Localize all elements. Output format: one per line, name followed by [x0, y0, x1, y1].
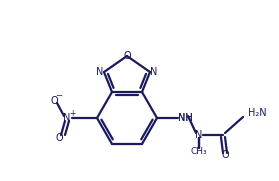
Text: O: O	[221, 150, 229, 160]
Text: N: N	[150, 67, 158, 77]
Text: −: −	[56, 92, 62, 100]
Text: N: N	[96, 67, 104, 77]
Text: N: N	[63, 113, 71, 123]
Text: O: O	[55, 133, 63, 143]
Text: O: O	[123, 51, 131, 61]
Text: NH: NH	[178, 113, 193, 123]
Text: N: N	[195, 130, 203, 140]
Text: +: +	[69, 108, 75, 117]
Text: H₂N: H₂N	[248, 108, 266, 118]
Text: NH: NH	[178, 113, 193, 123]
Text: O: O	[50, 96, 58, 106]
Text: CH₃: CH₃	[191, 146, 207, 155]
